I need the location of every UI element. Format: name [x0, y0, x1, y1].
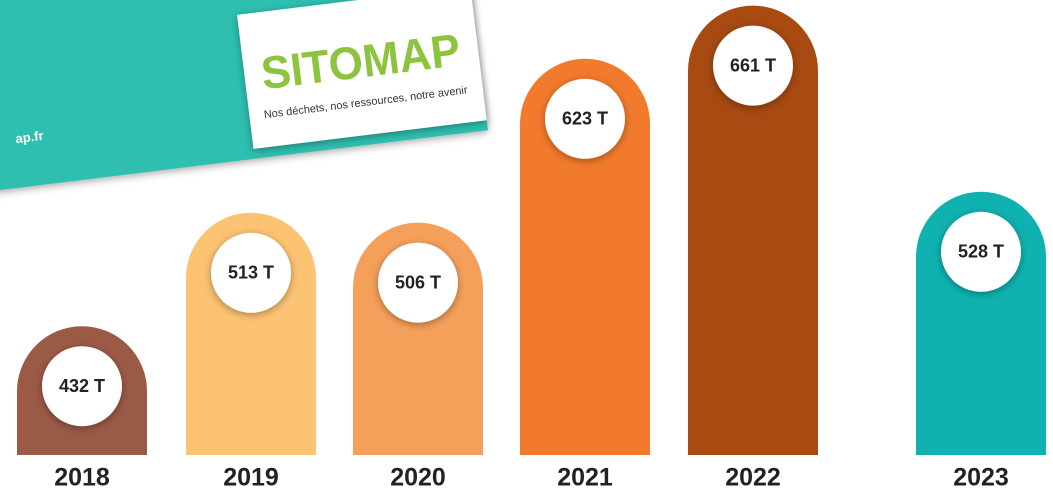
value-label: 432 T — [59, 376, 105, 396]
brochure: ap.fr SITOMAP Nos déchets, nos ressource… — [0, 0, 488, 194]
bar — [688, 5, 818, 455]
value-label: 513 T — [228, 263, 274, 283]
value-badge — [713, 25, 793, 106]
value-label: 623 T — [562, 109, 608, 129]
value-badge — [941, 211, 1021, 292]
value-label: 661 T — [730, 55, 776, 75]
value-badge — [211, 232, 291, 313]
x-tick-label: 2020 — [390, 464, 446, 492]
value-badge — [545, 78, 625, 159]
x-tick-label: 2023 — [953, 464, 1009, 492]
x-tick-label: 2018 — [54, 464, 110, 492]
value-badge — [378, 242, 458, 323]
logo-card — [237, 0, 487, 149]
brochure-url: ap.fr — [15, 128, 45, 146]
x-tick-label: 2021 — [557, 464, 613, 492]
x-tick-label: 2022 — [725, 464, 781, 492]
value-label: 528 T — [958, 242, 1004, 262]
value-label: 506 T — [395, 272, 441, 292]
value-badge — [42, 346, 122, 427]
bar — [520, 58, 650, 456]
x-tick-label: 2019 — [223, 464, 279, 492]
